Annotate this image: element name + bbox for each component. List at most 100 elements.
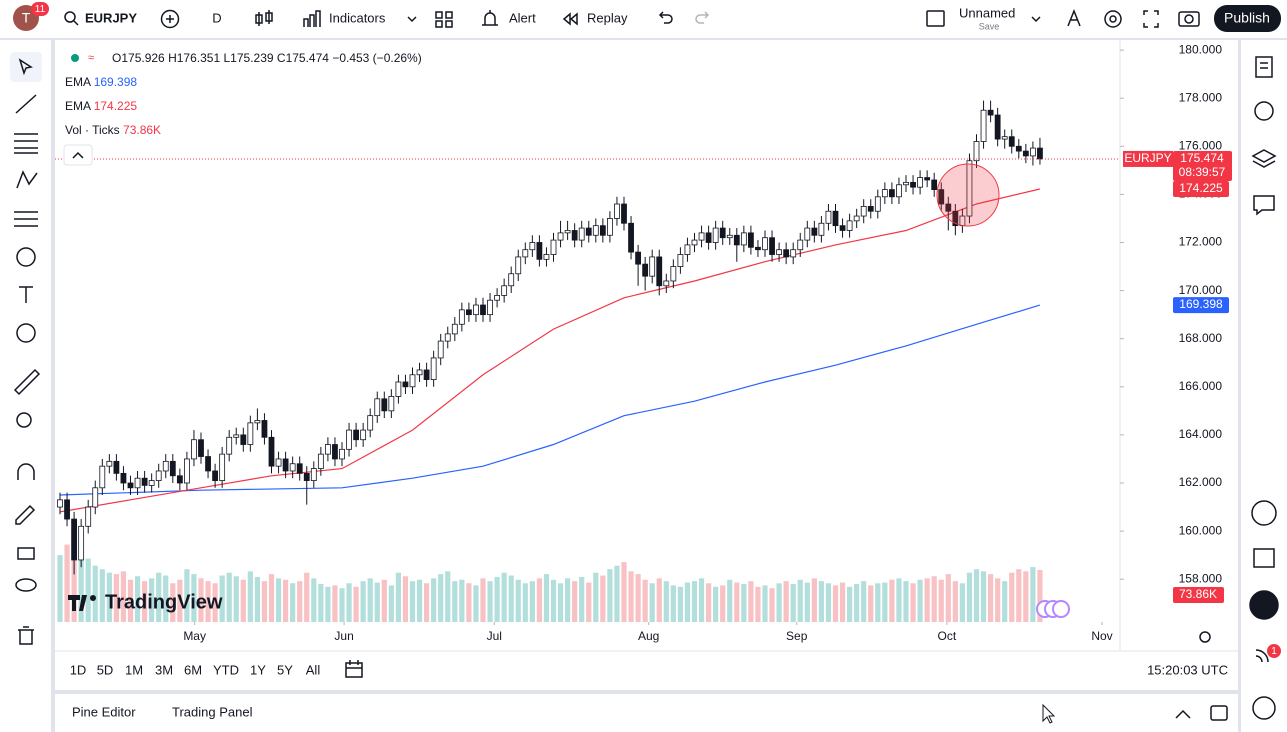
redo[interactable] [695, 11, 710, 24]
alert-icon[interactable] [482, 10, 498, 26]
symbol-tag-text: EURJPY [1124, 151, 1171, 165]
text-tool[interactable] [19, 286, 33, 303]
fullscreen[interactable] [1143, 10, 1159, 28]
ideas[interactable] [1255, 649, 1269, 663]
ema-name: EMA [65, 99, 91, 113]
replay-icon[interactable] [562, 12, 578, 26]
cursor-tool[interactable] [18, 58, 33, 76]
candle-body [127, 482, 134, 489]
calendar[interactable] [1253, 548, 1275, 568]
collapse-panel[interactable] [1175, 709, 1191, 719]
settings[interactable] [1104, 10, 1122, 28]
add-symbol[interactable] [160, 9, 180, 29]
label: H [168, 51, 177, 65]
candle-body [656, 256, 663, 287]
brush-tool[interactable] [16, 247, 36, 267]
range-button[interactable]: 5Y [277, 662, 293, 677]
delete-tool[interactable] [18, 626, 34, 645]
chats[interactable] [1253, 195, 1275, 216]
chart-type[interactable] [255, 10, 273, 26]
candle-body [846, 220, 853, 231]
candle-body [529, 242, 536, 251]
candle-body [769, 237, 775, 255]
lock-tool[interactable] [17, 547, 35, 560]
indicators-icon[interactable] [303, 10, 321, 27]
watermark: TradingView [105, 591, 223, 613]
hide-tool[interactable] [15, 578, 37, 592]
range-button[interactable]: 6M [184, 662, 202, 677]
layout-name[interactable]: Unnamed [959, 5, 1015, 20]
alert[interactable]: Alert [509, 10, 536, 25]
volume-bar [473, 585, 479, 622]
replay[interactable]: Replay [587, 10, 628, 25]
volume-bar [494, 576, 500, 622]
candle-body [465, 309, 472, 316]
zoom-tool[interactable] [16, 412, 32, 428]
undo[interactable] [658, 11, 673, 24]
candle-body [564, 230, 571, 234]
volume-bar [727, 579, 733, 622]
tool-selected [10, 52, 42, 82]
screener[interactable] [1251, 500, 1277, 526]
fib-tool[interactable] [14, 133, 38, 154]
layout-icon[interactable] [926, 10, 945, 27]
left-toolbar [0, 40, 51, 732]
volume-bar [600, 575, 606, 622]
y-tick-label: 162.000 [1179, 475, 1223, 489]
trendline-tool[interactable] [15, 94, 37, 114]
goto-date[interactable] [345, 660, 363, 678]
volume-bar [522, 583, 528, 622]
candle-body [635, 251, 641, 265]
candle-body [543, 254, 550, 260]
range-button[interactable]: 5D [97, 662, 114, 677]
ema-legend: EMA 174.225 [65, 99, 137, 113]
ruler-tool[interactable] [13, 368, 41, 396]
object-tree[interactable] [1251, 149, 1277, 168]
volume-bar [649, 583, 655, 622]
snapshot[interactable] [1178, 11, 1200, 27]
draw-mode[interactable] [15, 504, 36, 525]
range-button[interactable]: All [306, 662, 321, 677]
indicators[interactable]: Indicators [329, 10, 386, 25]
maximize-panel[interactable] [1210, 705, 1228, 721]
clock[interactable]: 15:20:03 UTC [1147, 662, 1228, 677]
magnet-tool[interactable] [17, 463, 35, 480]
quick-search[interactable] [1067, 8, 1081, 27]
range-button[interactable]: 3M [155, 662, 173, 677]
alerts-panel[interactable] [1254, 101, 1274, 121]
range-button[interactable]: YTD [213, 662, 239, 677]
volume-bar [713, 586, 719, 622]
help[interactable] [1252, 696, 1276, 720]
symbol[interactable]: EURJPY [85, 10, 137, 25]
icon-tool[interactable] [16, 323, 36, 343]
axis-settings[interactable] [1199, 631, 1211, 643]
candle-body [628, 222, 634, 253]
panel-tab[interactable]: Trading Panel [172, 704, 253, 719]
volume-bar [92, 565, 98, 622]
x-tick-label: Jun [334, 629, 353, 643]
candle-body [994, 114, 1001, 140]
prediction-tool[interactable] [14, 211, 38, 227]
watchlist[interactable] [1255, 56, 1273, 78]
candle-body [804, 227, 811, 241]
pattern-tool[interactable] [16, 170, 38, 189]
panel-tab[interactable]: Pine Editor [72, 704, 136, 719]
range-button[interactable]: 1D [70, 662, 87, 677]
range-button[interactable]: 1M [125, 662, 143, 677]
publish-button[interactable] [1214, 5, 1281, 32]
volume-bar [219, 575, 225, 622]
templates[interactable] [435, 11, 453, 28]
candle-body [409, 374, 416, 388]
range-button[interactable]: 1Y [250, 662, 266, 677]
candle-body [289, 463, 296, 472]
interval[interactable]: D [212, 10, 221, 25]
publish: Publish [1224, 10, 1270, 26]
candle-body [480, 304, 486, 316]
collapse-legend[interactable] [63, 144, 93, 166]
dropdown[interactable] [1031, 16, 1041, 23]
candle-body [945, 203, 952, 212]
search-icon[interactable] [64, 11, 76, 23]
avatar-letter: T [22, 10, 31, 26]
dropdown[interactable] [407, 16, 417, 23]
products[interactable] [1249, 590, 1279, 620]
